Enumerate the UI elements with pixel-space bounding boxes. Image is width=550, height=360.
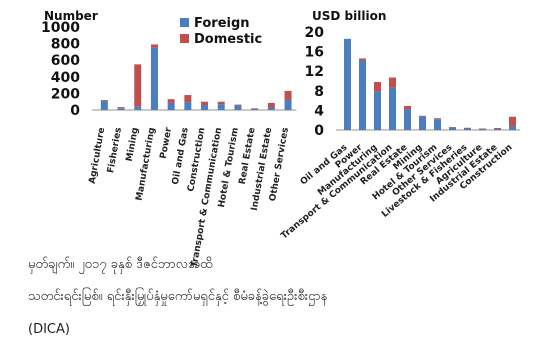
left-ylabel: Number <box>44 9 98 23</box>
legend-swatch-domestic <box>180 34 189 43</box>
left-y-tick: 1000 <box>41 20 80 36</box>
left-bar-domestic <box>167 99 175 103</box>
left-y-tick: 0 <box>70 103 80 119</box>
left-bar-foreign <box>201 105 209 110</box>
right-bar-foreign <box>359 60 366 130</box>
right-bar-domestic <box>419 115 426 117</box>
right-bar-foreign <box>389 87 396 130</box>
left-bar-foreign <box>167 102 175 110</box>
right-bar-foreign <box>509 126 516 130</box>
left-y-tick: 200 <box>51 86 80 102</box>
right-bar-foreign <box>419 116 426 130</box>
left-bar-foreign <box>117 108 125 110</box>
right-bar-foreign <box>434 119 441 130</box>
right-bar-domestic <box>374 81 381 92</box>
left-bar-foreign <box>284 100 292 110</box>
left-category-label: Fisheries <box>106 127 124 174</box>
right-ylabel: USD billion <box>312 9 386 23</box>
right-bar-domestic <box>479 128 486 130</box>
legend-label-domestic: Domestic <box>194 32 262 47</box>
left-bar-domestic <box>117 107 125 109</box>
legend-label-foreign: Foreign <box>194 16 250 31</box>
right-bar-foreign <box>449 127 456 130</box>
caption-note: မှတ်ချက်။ ၂၀၁၇ ခုနှစ် ဒီဇင်ဘာလအထိ <box>28 257 213 272</box>
right-y-tick: 4 <box>314 103 324 119</box>
left-category-label: Real Estate <box>238 127 258 185</box>
right-bar-domestic <box>464 127 471 129</box>
right-y-tick: 0 <box>314 123 324 139</box>
left-bar-foreign <box>217 104 225 110</box>
right-bar-foreign <box>404 109 411 130</box>
right-bar-foreign <box>344 38 351 130</box>
right-bar-domestic <box>494 128 501 130</box>
left-bar-foreign <box>267 107 275 110</box>
left-bar-domestic <box>251 108 259 109</box>
left-bar-domestic <box>267 102 275 108</box>
right-y-tick: 16 <box>305 45 324 61</box>
right-bar-domestic <box>389 77 396 88</box>
left-category-label: Agriculture <box>88 127 108 185</box>
right-y-tick: 12 <box>305 64 324 80</box>
left-y-tick: 400 <box>51 70 80 86</box>
left-bar-foreign <box>234 105 242 110</box>
left-category-label: Mining <box>125 127 141 163</box>
right-bar-foreign <box>374 91 381 130</box>
right-bar-domestic <box>434 118 441 120</box>
left-category-label: Oil and Gas <box>171 127 191 186</box>
caption-source: သတင်းရင်းမြစ်။ ရင်းနှီးမြှုပ်နှံမှုကော်မ… <box>28 289 328 304</box>
right-bar-foreign <box>479 129 486 130</box>
right-bar-domestic <box>509 116 516 127</box>
left-bar-domestic <box>217 101 225 105</box>
caption-source-abbr: (DICA) <box>28 322 70 337</box>
left-bar-domestic <box>201 101 209 106</box>
right-bar-foreign <box>494 129 501 130</box>
right-bar-domestic <box>449 127 456 128</box>
left-bar-domestic <box>150 44 158 48</box>
right-y-tick: 8 <box>314 84 324 100</box>
left-bar-domestic <box>234 104 242 106</box>
left-bar-foreign <box>150 47 158 110</box>
left-y-tick: 600 <box>51 53 80 69</box>
left-bar-foreign <box>100 100 108 110</box>
legend-swatch-foreign <box>180 18 189 27</box>
left-bar-domestic <box>134 64 142 107</box>
left-bar-domestic <box>184 95 192 103</box>
left-bar-foreign <box>134 106 142 110</box>
left-bar-domestic <box>284 90 292 101</box>
left-bar-foreign <box>184 102 192 110</box>
left-bar-domestic <box>100 100 108 101</box>
right-y-tick: 20 <box>305 25 325 41</box>
right-bar-domestic <box>404 105 411 110</box>
left-bar-foreign <box>251 108 259 110</box>
right-bar-foreign <box>464 128 471 130</box>
left-category-label: Power <box>159 126 174 159</box>
right-bar-domestic <box>359 58 366 61</box>
left-y-tick: 800 <box>51 37 80 53</box>
